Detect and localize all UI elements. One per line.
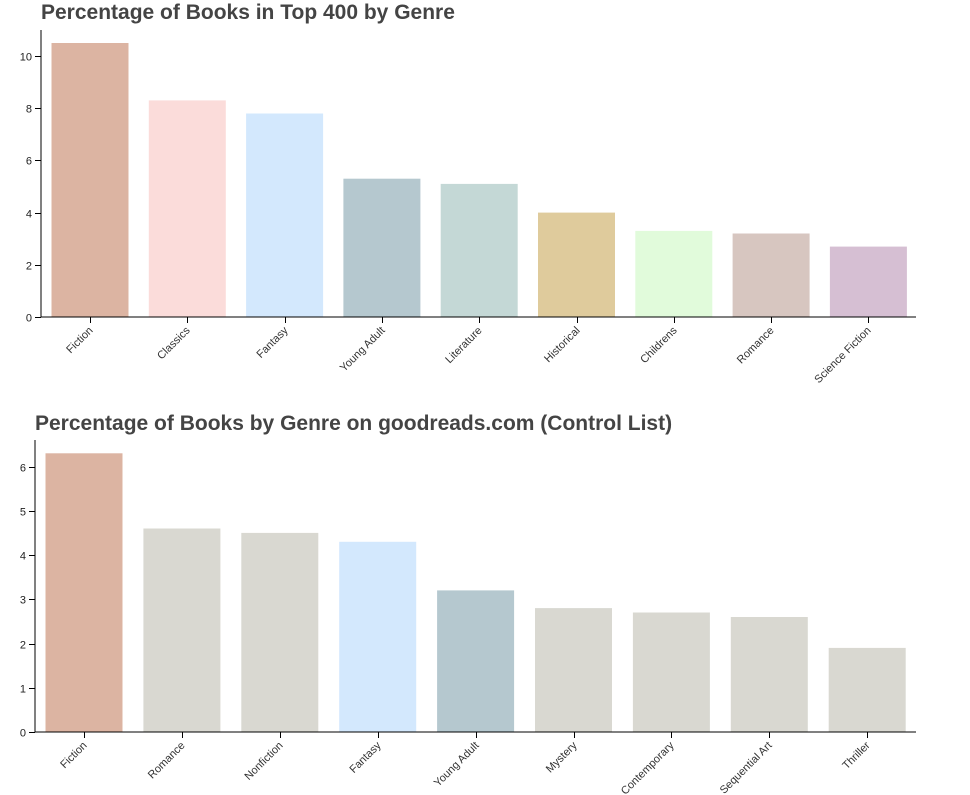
bar-childrens bbox=[635, 230, 713, 317]
bar-mystery bbox=[535, 608, 612, 732]
y-tick-label: 0 bbox=[26, 313, 32, 325]
x-tick-label: Fantasy bbox=[254, 324, 291, 361]
bar-contemporary bbox=[632, 612, 710, 732]
x-tick-label: Young Adult bbox=[338, 325, 388, 375]
bar-sequential-art bbox=[730, 617, 808, 732]
bar-romance bbox=[732, 233, 810, 317]
x-tick-label: Childrens bbox=[638, 324, 680, 366]
y-tick-label: 3 bbox=[20, 595, 26, 607]
y-tick-label: 0 bbox=[20, 728, 26, 740]
bar-literature bbox=[440, 183, 518, 317]
x-tick-label: Fiction bbox=[58, 740, 89, 771]
x-tick-label: Nonfiction bbox=[243, 740, 286, 783]
bar-classics bbox=[148, 100, 226, 318]
x-tick-label: Classics bbox=[155, 324, 193, 362]
bar-young-adult bbox=[437, 590, 515, 732]
x-tick-label: Thriller bbox=[840, 739, 872, 771]
y-tick-label: 5 bbox=[20, 507, 26, 519]
chart-2-title: Percentage of Books by Genre on goodread… bbox=[35, 412, 672, 435]
x-tick-label: Romance bbox=[146, 740, 188, 782]
bar-romance bbox=[143, 528, 221, 732]
y-tick-label: 2 bbox=[26, 261, 32, 273]
x-tick-label: Historical bbox=[542, 325, 582, 365]
x-tick-label: Young Adult bbox=[432, 740, 482, 790]
y-tick-label: 6 bbox=[26, 156, 32, 168]
y-tick-label: 4 bbox=[26, 209, 32, 221]
bar-fiction bbox=[45, 453, 123, 732]
y-tick-label: 1 bbox=[20, 684, 26, 696]
chart-2-plot: 0 1 2 3 4 5 6 Fiction Romance Nonfiction Fantasy Yo… bbox=[20, 440, 916, 795]
bar-fantasy bbox=[339, 541, 417, 732]
y-tick-label: 8 bbox=[26, 104, 32, 116]
x-tick-label: Romance bbox=[735, 325, 777, 367]
bar-young-adult bbox=[343, 178, 421, 317]
bar-thriller bbox=[828, 647, 906, 732]
x-tick-label: Literature bbox=[443, 325, 484, 366]
y-tick-label: 6 bbox=[20, 463, 26, 475]
x-tick-label: Fiction bbox=[64, 325, 95, 356]
x-tick-label: Fantasy bbox=[347, 739, 384, 776]
x-tick-label: Contemporary bbox=[619, 739, 677, 795]
bar-science-fiction bbox=[829, 246, 907, 317]
y-tick-label: 10 bbox=[20, 52, 32, 64]
x-tick-label: Science Fiction bbox=[812, 325, 873, 386]
bar-fiction bbox=[51, 43, 129, 317]
x-tick-label: Mystery bbox=[544, 739, 580, 775]
y-tick-label: 4 bbox=[20, 551, 26, 563]
bar-fantasy bbox=[246, 113, 324, 317]
x-tick-label: Sequential Art bbox=[718, 740, 775, 795]
bar-historical bbox=[538, 212, 615, 317]
chart-1-title: Percentage of Books in Top 400 by Genre bbox=[41, 1, 455, 24]
bar-nonfiction bbox=[241, 532, 319, 732]
chart-1-plot: 0 2 4 6 8 10 Fiction Classics Fantasy Young Adult… bbox=[20, 30, 916, 386]
y-tick-label: 2 bbox=[20, 640, 26, 652]
